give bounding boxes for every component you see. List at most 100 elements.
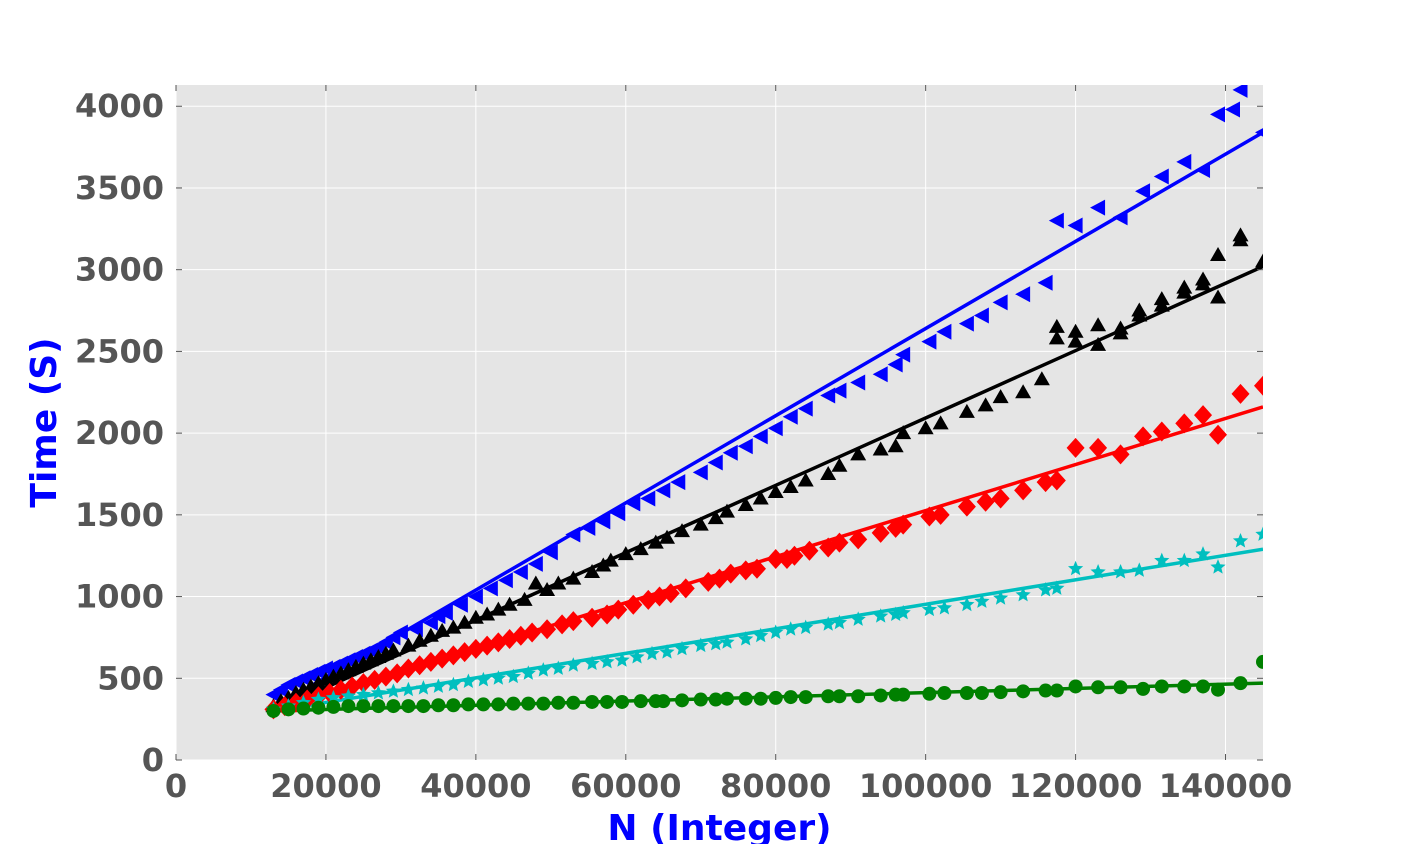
point-triangle-left: [595, 513, 611, 530]
point-star: [340, 688, 356, 703]
point-circle: [585, 694, 600, 709]
point-circle: [1196, 679, 1211, 694]
point-star: [535, 662, 551, 677]
point-diamond: [830, 532, 849, 553]
point-circle: [1016, 684, 1031, 699]
y-tick-label: 4000: [75, 87, 164, 125]
x-axis-title: N (Integer): [607, 808, 831, 844]
point-triangle-up: [617, 546, 634, 561]
point-diamond: [624, 594, 643, 615]
point-triangle-up: [1090, 317, 1107, 332]
point-triangle-left: [936, 323, 952, 340]
point-circle: [832, 689, 847, 704]
point-star: [873, 608, 889, 623]
point-star: [831, 614, 848, 630]
x-tick-label: 140000: [1159, 767, 1293, 805]
point-diamond: [1134, 426, 1153, 447]
point-star: [738, 631, 754, 646]
point-star: [974, 593, 990, 608]
point-circle: [993, 685, 1008, 700]
point-triangle-up: [692, 516, 709, 531]
point-circle: [896, 687, 911, 702]
point-triangle-left: [655, 482, 671, 499]
point-triangle-left: [820, 387, 836, 404]
point-triangle-up: [565, 570, 582, 585]
point-triangle-left: [722, 444, 738, 461]
point-diamond: [871, 522, 890, 543]
point-triangle-left: [782, 408, 798, 425]
point-triangle-left: [422, 614, 438, 631]
point-triangle-up: [1033, 371, 1050, 386]
point-circle: [693, 692, 708, 707]
point-diamond: [766, 548, 785, 569]
point-triangle-up: [1090, 336, 1107, 351]
point-star: [460, 673, 476, 688]
point-triangle-left: [887, 356, 903, 373]
point-star: [768, 624, 784, 639]
point-circle: [937, 685, 952, 700]
point-triangle-left: [1135, 183, 1151, 200]
point-triangle-up: [1255, 253, 1263, 268]
point-star: [599, 653, 615, 669]
point-triangle-left: [437, 604, 453, 621]
point-triangle-up: [752, 490, 769, 505]
point-circle: [521, 696, 536, 711]
point-circle: [1091, 680, 1106, 695]
point-star: [921, 601, 937, 617]
point-triangle-up: [917, 420, 934, 435]
x-tick-label: 100000: [859, 767, 993, 805]
point-triangle-left: [497, 572, 513, 589]
point-triangle-left: [1112, 209, 1128, 226]
point-circle: [311, 700, 326, 715]
point-triangle-up: [1176, 279, 1193, 294]
point-triangle-up: [659, 529, 676, 544]
point-diamond: [1066, 437, 1085, 458]
point-triangle-up: [932, 415, 949, 430]
point-star: [1232, 533, 1249, 548]
point-diamond: [721, 563, 740, 584]
point-triangle-up: [1153, 291, 1170, 306]
point-star: [370, 685, 386, 700]
point-star: [400, 681, 416, 697]
point-star: [1049, 580, 1065, 595]
point-star: [708, 636, 724, 651]
y-tick-label: 0: [142, 741, 164, 779]
point-triangle-up: [501, 596, 518, 611]
point-triangle-left: [1037, 274, 1053, 291]
point-circle: [326, 699, 341, 714]
point-star: [520, 665, 536, 680]
point-diamond: [1175, 413, 1194, 434]
point-diamond: [1209, 424, 1228, 445]
point-triangle-left: [1153, 168, 1169, 185]
point-star: [325, 689, 341, 705]
point-diamond: [523, 622, 542, 643]
point-circle: [281, 702, 296, 717]
point-triangle-left: [752, 428, 768, 445]
point-diamond: [538, 619, 557, 640]
point-star: [850, 611, 866, 626]
point-circle: [783, 690, 798, 705]
point-triangle-left: [707, 454, 723, 471]
point-triangle-left: [542, 544, 558, 561]
point-circle: [506, 696, 521, 711]
point-circle: [536, 696, 551, 711]
point-diamond: [736, 560, 755, 581]
axes: [175, 85, 1263, 761]
point-diamond: [609, 599, 628, 620]
point-diamond: [991, 488, 1010, 509]
point-diamond: [931, 504, 950, 525]
point-star: [415, 680, 431, 695]
point-triangle-up: [797, 472, 814, 487]
point-triangle-up: [490, 601, 507, 616]
point-circle: [798, 690, 813, 705]
point-diamond: [800, 540, 819, 561]
point-triangle-left: [580, 519, 596, 536]
point-triangle-left: [1176, 153, 1192, 170]
point-diamond: [1036, 472, 1055, 493]
point-circle: [476, 697, 491, 712]
point-star: [959, 596, 975, 612]
point-triangle-up: [958, 403, 975, 418]
point-star: [1210, 559, 1226, 574]
point-triangle-left: [992, 294, 1008, 311]
point-star: [820, 616, 836, 631]
